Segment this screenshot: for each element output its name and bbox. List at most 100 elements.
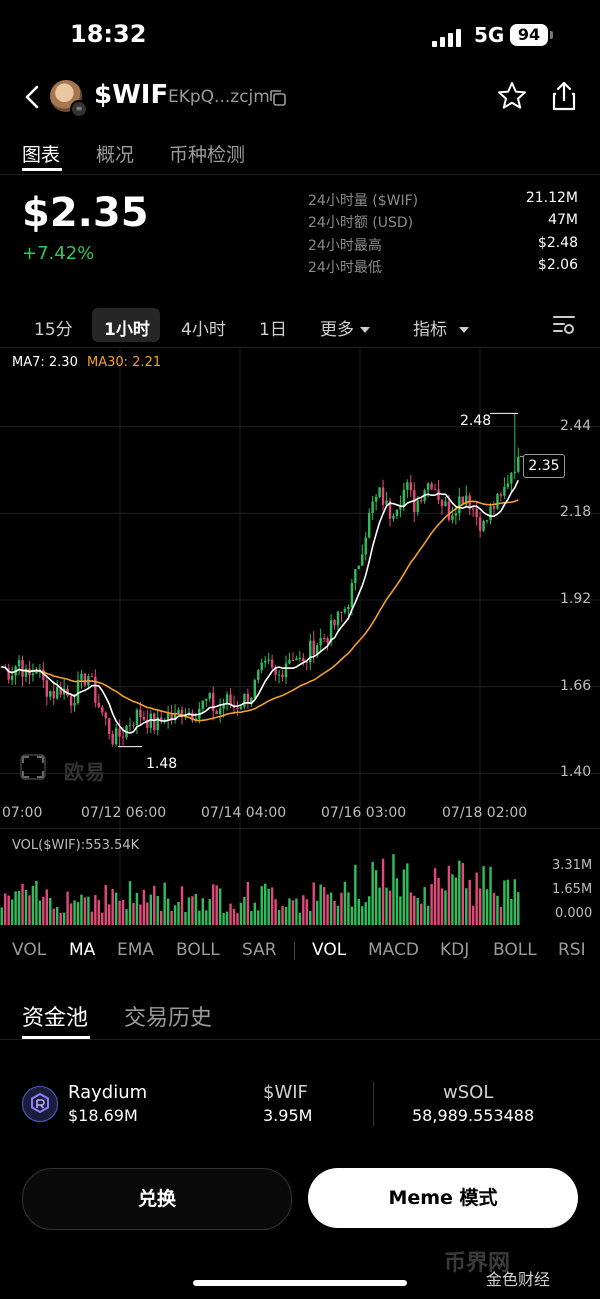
volume-bar [309, 910, 312, 925]
indicator-sub-vol[interactable]: VOL [312, 940, 347, 960]
volume-bar [461, 862, 465, 925]
indicator-macd[interactable]: MACD [368, 940, 419, 960]
indicator-ema[interactable]: EMA [117, 940, 155, 960]
candle-body [333, 620, 336, 626]
candle-body [101, 707, 104, 713]
candle-body [253, 680, 257, 698]
volume-bar [361, 906, 364, 925]
candle-body [471, 508, 475, 510]
chain-badge-icon: ≡ [70, 100, 88, 118]
indicator-ma[interactable]: MA [69, 940, 96, 960]
candle-body [104, 712, 107, 719]
candle-body [153, 713, 156, 731]
tab-trade-history[interactable]: 交易历史 [124, 1006, 213, 1031]
candle-body [295, 658, 298, 661]
watermark-text: 金色财经 [486, 1270, 551, 1289]
candle-body [76, 679, 80, 703]
volume-bar [218, 888, 222, 925]
volume-bar [107, 904, 111, 925]
candle-body [163, 719, 166, 721]
volume-bar [246, 881, 250, 925]
candle-body [315, 645, 319, 655]
candle-body [80, 673, 83, 680]
indicator-sar[interactable]: SAR [242, 940, 277, 960]
tab-token-check[interactable]: 币种检测 [169, 144, 246, 166]
candle-body [201, 700, 205, 709]
volume-bar [243, 896, 246, 925]
volume-bar [447, 865, 451, 925]
indicator-rsi[interactable]: RSI [558, 940, 586, 960]
interval-15m[interactable]: 15分 [34, 320, 73, 340]
indicator-kdj[interactable]: KDJ [440, 940, 470, 960]
volume-bar [184, 911, 187, 925]
interval-more[interactable]: 更多 [320, 315, 370, 340]
volume-bar [73, 900, 76, 925]
volume-bar [205, 910, 208, 925]
volume-bar [260, 886, 263, 925]
share-icon[interactable] [548, 80, 580, 112]
interval-1h[interactable]: 1小时 [104, 320, 150, 340]
candle-body [222, 704, 225, 709]
tab-liquidity-pool[interactable]: 资金池 [22, 1006, 89, 1031]
stat-label-volume: 24小时量 ($WIF) [308, 193, 419, 209]
candle-body [347, 607, 350, 610]
low-marker-label: 1.48 [146, 756, 178, 772]
tab-chart[interactable]: 图表 [22, 144, 61, 166]
candle-body [392, 515, 395, 519]
volume-bar [468, 879, 471, 925]
volume-bar [499, 906, 503, 925]
interval-1d[interactable]: 1日 [259, 320, 287, 340]
volume-bar [263, 883, 267, 925]
candle-body [388, 500, 392, 519]
volume-bar [267, 888, 270, 925]
indicator-boll[interactable]: BOLL [176, 940, 220, 960]
volume-bar [87, 896, 90, 925]
volume-bar [191, 896, 194, 925]
candle-body [336, 611, 340, 626]
back-icon[interactable] [20, 84, 46, 110]
stat-value-volume: 21.12M [525, 190, 578, 206]
volume-bar [354, 864, 357, 925]
interval-4h[interactable]: 4小时 [181, 320, 226, 340]
candle-body [496, 494, 499, 509]
volume-bar [14, 891, 17, 925]
volume-bar [222, 913, 225, 925]
candle-body [243, 693, 246, 707]
swap-button[interactable]: 兑换 [22, 1168, 292, 1230]
candle-body [239, 706, 243, 709]
pool-separator [373, 1082, 374, 1126]
meme-mode-button[interactable]: Meme 模式 [308, 1168, 578, 1228]
candle-body [399, 505, 402, 510]
tab-overview[interactable]: 概况 [96, 144, 135, 166]
ma7-legend: MA7: 2.30 [12, 355, 78, 370]
volume-bar [55, 906, 59, 925]
candle-body [426, 483, 430, 491]
volume-bar [322, 887, 326, 925]
volume-bar [236, 913, 239, 925]
candle-body [218, 708, 222, 715]
volume-bar [52, 908, 55, 925]
volume-bar [83, 897, 87, 925]
volume-bar [336, 905, 340, 925]
volume-bar [319, 884, 322, 925]
volume-bar [35, 880, 38, 925]
fullscreen-icon[interactable] [20, 754, 46, 780]
candle-body [107, 718, 111, 735]
copy-icon[interactable] [268, 88, 288, 108]
candle-body [402, 489, 406, 506]
volume-bar [10, 899, 14, 925]
price-chart[interactable] [0, 348, 600, 928]
battery-tip [550, 31, 553, 39]
volume-bar [180, 886, 184, 925]
indicator-sub-boll[interactable]: BOLL [493, 940, 537, 960]
status-time: 18:32 [70, 20, 147, 48]
star-icon[interactable] [496, 80, 528, 112]
volume-bar [378, 887, 381, 925]
indicator-menu[interactable]: 指标 [413, 315, 469, 340]
divider [0, 347, 600, 348]
indicator-vol[interactable]: VOL [12, 940, 47, 960]
chart-settings-icon[interactable] [552, 314, 576, 336]
candle-body [451, 515, 454, 520]
candle-body [478, 517, 482, 531]
volume-bar [471, 905, 475, 925]
